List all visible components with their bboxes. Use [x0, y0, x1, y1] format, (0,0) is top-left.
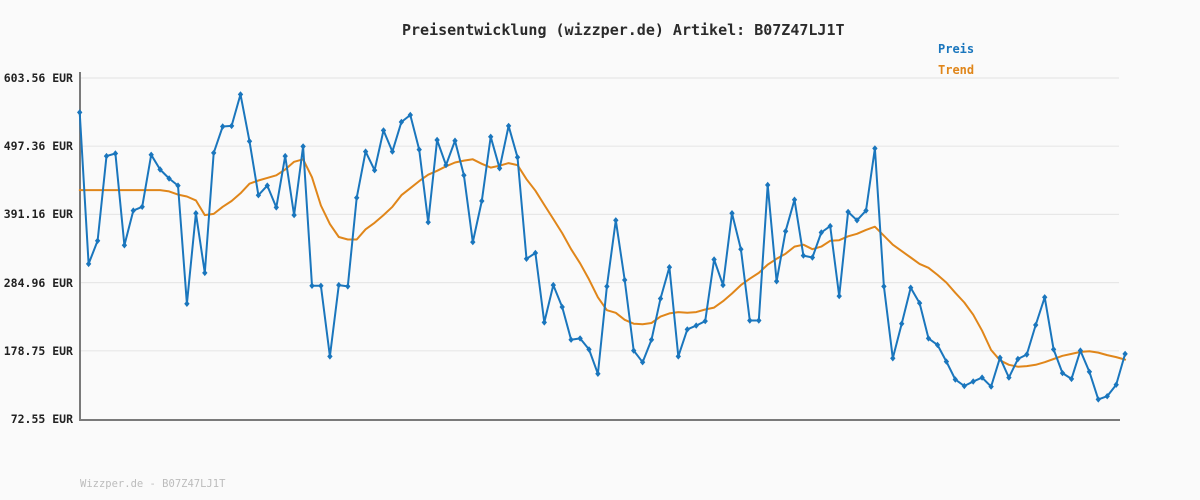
y-axis-tick-label: 497.36 EUR: [3, 139, 73, 154]
y-axis-tick-label: 178.75 EUR: [3, 343, 73, 358]
legend-item-trend: Trend: [938, 63, 975, 77]
watermark-text: Wizzper.de - B07Z47LJ1T: [80, 478, 226, 490]
y-axis: 603.56 EUR 497.36 EUR 391.16 EUR 284.96 EUR…: [0, 0, 75, 500]
chart-title: Preisentwicklung (wizzper.de) Artikel: B…: [402, 21, 845, 39]
y-axis-tick-label: 391.16 EUR: [3, 207, 73, 222]
preis-markers: [77, 91, 1128, 403]
y-axis-tick-label: 284.96 EUR: [3, 275, 73, 290]
y-axis-tick-label: 603.56 EUR: [3, 71, 73, 85]
preis-line: [78, 93, 1127, 401]
legend-item-preis: Preis: [938, 42, 975, 56]
chart-legend: Preis Trend: [938, 39, 974, 81]
trend-line: [78, 158, 1127, 368]
y-axis-tick-label: 72.55 EUR: [10, 412, 73, 426]
